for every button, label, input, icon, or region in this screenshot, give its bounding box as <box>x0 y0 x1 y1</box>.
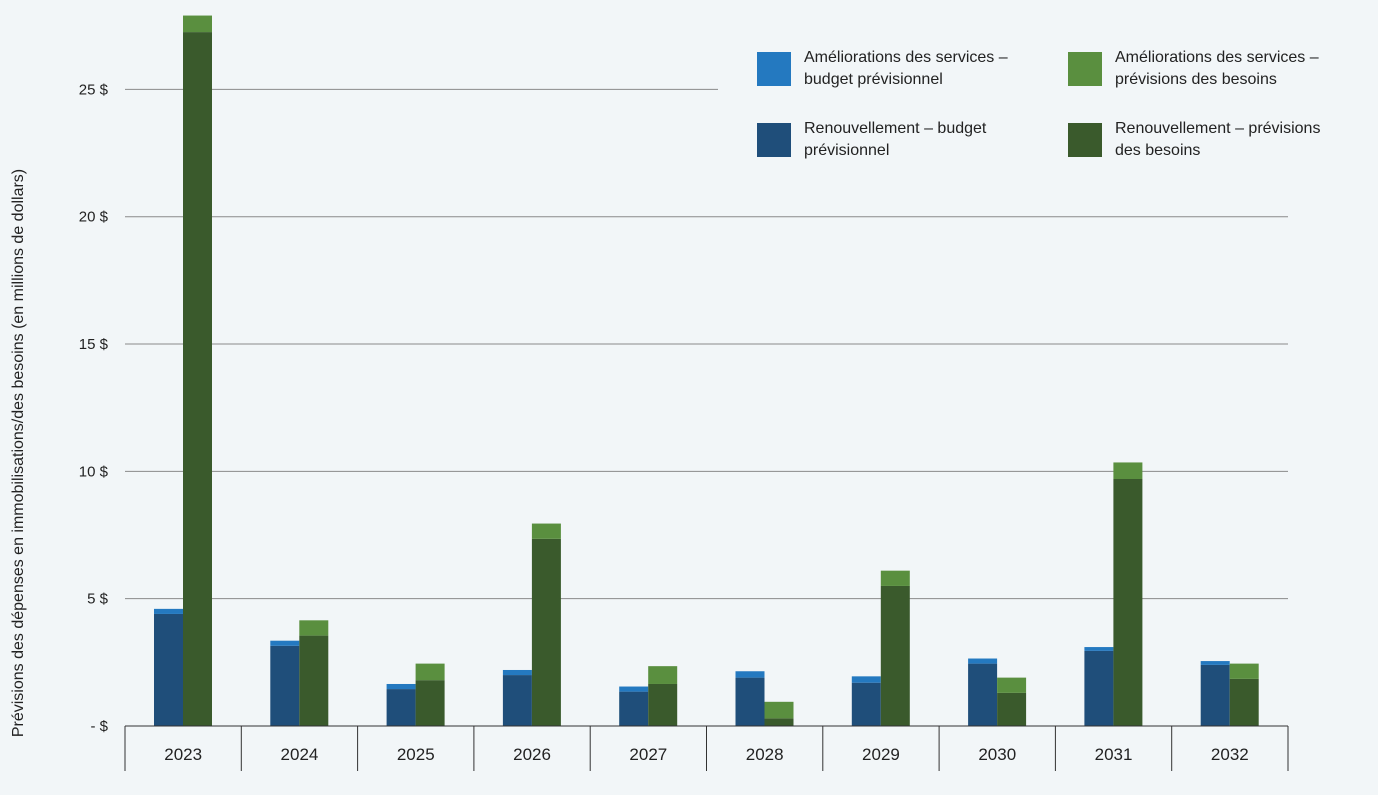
bar-segment <box>997 692 1027 726</box>
gridlines <box>125 88 1288 600</box>
y-tick-label: 5 $ <box>87 591 109 608</box>
bar-segment <box>1113 462 1143 479</box>
bar-segment <box>270 645 300 726</box>
bar-segment <box>1229 678 1259 726</box>
bar-segment <box>415 680 445 726</box>
x-tick-label: 2026 <box>513 745 551 764</box>
legend-label: Renouvellement – budget <box>804 120 987 137</box>
bar-segment <box>531 538 561 726</box>
legend-label: Renouvellement – prévisions <box>1115 120 1320 137</box>
legend-label: prévisionnel <box>804 142 889 159</box>
x-tick-label: 2024 <box>281 745 319 764</box>
bar-segment <box>183 15 212 33</box>
bar-segment <box>968 663 998 726</box>
bar-segment <box>415 663 445 681</box>
legend-label: prévisions des besoins <box>1115 71 1277 88</box>
legend-swatch <box>1068 123 1102 157</box>
bar-segment <box>1200 661 1230 665</box>
legend-swatch <box>757 52 791 86</box>
bar-segment <box>299 620 329 636</box>
legend-label: des besoins <box>1115 142 1200 159</box>
bar-segment <box>1084 647 1114 651</box>
x-tick-label: 2030 <box>978 745 1016 764</box>
legend-label: Améliorations des services – <box>804 49 1008 66</box>
bar-segment <box>154 608 183 614</box>
y-tick-label: 25 $ <box>79 81 109 98</box>
y-tick-label: 15 $ <box>79 336 109 353</box>
bar-segment <box>619 686 649 692</box>
bar-segment <box>851 676 881 683</box>
x-tick-label: 2025 <box>397 745 435 764</box>
bars <box>154 15 1259 727</box>
bar-segment <box>997 677 1027 693</box>
bar-segment <box>764 718 794 726</box>
legend-swatch <box>757 123 791 157</box>
y-axis-label: Prévisions des dépenses en immobilisatio… <box>10 169 27 737</box>
bar-segment <box>1200 664 1230 726</box>
bar-segment <box>648 666 678 684</box>
x-tick-label: 2031 <box>1095 745 1133 764</box>
bar-segment <box>154 613 183 726</box>
bar-segment <box>880 585 910 726</box>
bar-segment <box>1084 650 1114 726</box>
bar-segment <box>1113 478 1143 726</box>
bar-segment <box>648 683 678 726</box>
bar-segment <box>183 32 212 727</box>
bar-segment <box>386 683 416 690</box>
bar-segment <box>299 635 329 726</box>
bar-segment <box>619 691 649 726</box>
bar-segment <box>735 671 765 678</box>
bar-segment <box>851 682 881 726</box>
y-tick-label: - $ <box>90 718 108 735</box>
x-axis: 2023 2024 2025 2026 2027 2028 2029 2030 2031 2032 <box>124 725 1289 771</box>
bar-segment <box>502 669 532 676</box>
legend-label: Améliorations des services – <box>1115 49 1319 66</box>
y-axis-ticks: - $ 5 $ 10 $ 15 $ 20 $ 25 $ <box>79 81 109 735</box>
y-tick-label: 10 $ <box>79 463 109 480</box>
x-tick-label: 2028 <box>746 745 784 764</box>
bar-segment <box>386 689 416 726</box>
x-tick-label: 2027 <box>629 745 667 764</box>
bar-segment <box>968 658 998 664</box>
x-tick-label: 2023 <box>164 745 202 764</box>
bar-segment <box>270 640 300 646</box>
bar-segment <box>764 701 794 719</box>
bar-segment <box>502 675 532 726</box>
x-tick-label: 2029 <box>862 745 900 764</box>
bar-segment <box>735 677 765 726</box>
x-tick-label: 2032 <box>1211 745 1249 764</box>
legend-swatch <box>1068 52 1102 86</box>
bar-segment <box>880 570 910 586</box>
legend-label: budget prévisionnel <box>804 71 943 88</box>
bar-segment <box>1229 663 1259 679</box>
legend: Améliorations des services – budget prévi… <box>757 49 1320 159</box>
bar-segment <box>531 523 561 539</box>
y-tick-label: 20 $ <box>79 209 109 226</box>
